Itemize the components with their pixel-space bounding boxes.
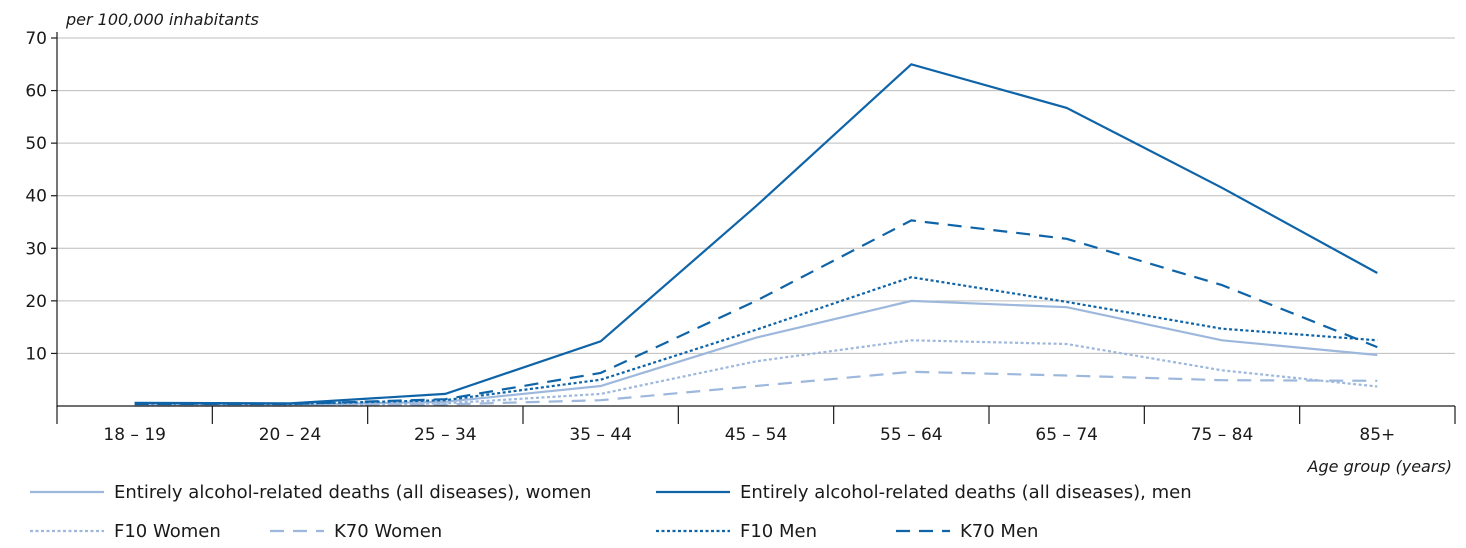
x-tick-label: 75 – 84 bbox=[1191, 425, 1254, 445]
x-tick-label: 25 – 34 bbox=[414, 425, 477, 445]
y-tick-label: 70 bbox=[25, 29, 47, 49]
y-tick-label: 30 bbox=[25, 239, 47, 259]
legend-item: F10 Men bbox=[656, 521, 817, 542]
x-tick-label: 20 – 24 bbox=[259, 425, 322, 445]
y-axis-label: per 100,000 inhabitants bbox=[65, 10, 259, 29]
x-tick-label: 18 – 19 bbox=[103, 425, 166, 445]
legend-item: K70 Men bbox=[896, 521, 1038, 542]
x-tick-label: 45 – 54 bbox=[725, 425, 788, 445]
legend-item: K70 Women bbox=[270, 521, 442, 542]
series-line-3 bbox=[134, 339, 1378, 407]
x-axis-label: Age group (years) bbox=[1307, 457, 1452, 476]
legend-item: F10 Women bbox=[30, 521, 221, 542]
y-tick-label: 50 bbox=[25, 134, 47, 154]
series-line-5 bbox=[134, 276, 1378, 406]
legend-label: Entirely alcohol-related deaths (all dis… bbox=[740, 482, 1192, 503]
series-line-6 bbox=[134, 219, 1378, 405]
legend-label: Entirely alcohol-related deaths (all dis… bbox=[114, 482, 591, 503]
y-tick-label: 20 bbox=[25, 292, 47, 312]
legend: Entirely alcohol-related deaths (all dis… bbox=[30, 482, 1192, 542]
series-lines bbox=[134, 63, 1378, 407]
x-tick-label: 65 – 74 bbox=[1035, 425, 1098, 445]
y-tick-label: 60 bbox=[25, 82, 47, 102]
x-tick-label: 85+ bbox=[1359, 425, 1395, 445]
series-line-1 bbox=[134, 299, 1378, 407]
x-tick-label: 55 – 64 bbox=[880, 425, 943, 445]
y-tick-label: 10 bbox=[25, 344, 47, 364]
legend-label: K70 Women bbox=[334, 521, 442, 542]
legend-item: Entirely alcohol-related deaths (all dis… bbox=[30, 482, 591, 503]
series-line-4 bbox=[134, 370, 1378, 407]
legend-label: F10 Women bbox=[114, 521, 221, 542]
y-tick-label: 40 bbox=[25, 187, 47, 207]
axes: 10 20 30 40 50 60 70 18 – 19 20 – 24 25 – 34 35 – … bbox=[25, 29, 1456, 445]
legend-item: Entirely alcohol-related deaths (all dis… bbox=[656, 482, 1192, 503]
series-line-2 bbox=[134, 63, 1378, 405]
grid-lines bbox=[57, 37, 1455, 354]
legend-label: F10 Men bbox=[740, 521, 817, 542]
x-tick-label: 35 – 44 bbox=[569, 425, 632, 445]
legend-label: K70 Men bbox=[960, 521, 1038, 542]
